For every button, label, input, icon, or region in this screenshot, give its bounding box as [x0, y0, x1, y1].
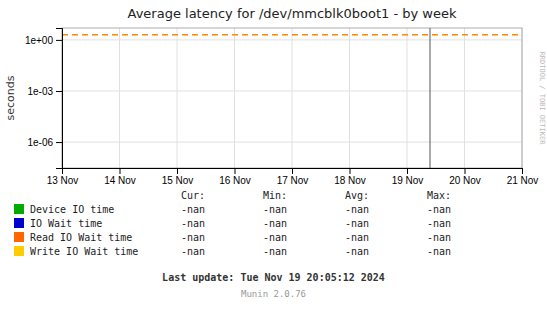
legend-label: IO Wait time — [30, 218, 102, 229]
x-tick-mark — [522, 168, 523, 174]
y-tick: 1e-03 — [27, 86, 62, 97]
x-tick-label: 13 Nov — [47, 175, 79, 186]
x-tick: 19 Nov — [392, 168, 424, 186]
x-tick-mark — [292, 168, 293, 174]
chart: 13 Nov 14 Nov 15 Nov 16 Nov 17 Nov 18 Nov 19 N… — [0, 0, 547, 311]
legend-column-header: Cur: — [181, 190, 205, 201]
x-tick: 18 Nov — [334, 168, 366, 186]
watermark: RRDTOOL / TOBI OETIKER — [538, 52, 546, 146]
x-grid-line — [177, 28, 178, 168]
legend-value: -nan — [181, 218, 205, 229]
x-tick-mark — [407, 168, 408, 174]
legend-column-header: Min: — [263, 190, 287, 201]
x-tick-label: 19 Nov — [392, 175, 424, 186]
legend-label: Device IO time — [30, 204, 114, 215]
legend-value: -nan — [181, 232, 205, 243]
x-tick-label: 15 Nov — [162, 175, 194, 186]
legend-swatch — [14, 246, 24, 256]
y-tick-label: 1e-06 — [27, 137, 53, 148]
y-axis-line — [56, 29, 63, 169]
legend: Cur: Min: Avg: Max: Device IO time -nan -nan -n… — [14, 190, 451, 257]
x-tick: 16 Nov — [219, 168, 251, 186]
legend-label: Write IO Wait time — [30, 246, 138, 257]
footer-text: Last update: Tue Nov 19 20:05:12 2024 — [162, 272, 385, 283]
x-tick: 20 Nov — [449, 168, 481, 186]
x-tick-label: 17 Nov — [277, 175, 309, 186]
x-tick: 17 Nov — [277, 168, 309, 186]
x-tick-mark — [177, 168, 178, 174]
y-tick-mark — [56, 40, 62, 41]
y-tick-label: 1e+00 — [25, 35, 54, 46]
plot-marks — [62, 28, 522, 168]
x-grid-line — [464, 28, 465, 168]
legend-column-header: Max: — [427, 190, 451, 201]
x-axis-line — [63, 169, 523, 175]
legend-value: -nan — [427, 218, 451, 229]
y-tick-mark — [56, 91, 62, 92]
x-tick: 14 Nov — [104, 168, 136, 186]
x-tick-mark — [235, 168, 236, 174]
legend-column-header: Avg: — [345, 190, 369, 201]
legend-value: -nan — [263, 246, 287, 257]
legend-value: -nan — [263, 218, 287, 229]
legend-value: -nan — [427, 232, 451, 243]
x-tick-mark — [350, 168, 351, 174]
legend-label: Read IO Wait time — [30, 232, 132, 243]
x-axis: 13 Nov 14 Nov 15 Nov 16 Nov 17 Nov 18 Nov 19 N… — [47, 168, 539, 186]
x-tick: 13 Nov — [47, 168, 79, 186]
legend-value: -nan — [181, 204, 205, 215]
legend-value: -nan — [263, 204, 287, 215]
legend-value: -nan — [427, 246, 451, 257]
legend-swatch — [14, 218, 24, 228]
x-grid-line — [407, 28, 408, 168]
x-grid-line — [119, 28, 120, 168]
x-grid-line — [349, 28, 350, 168]
legend-value: -nan — [181, 246, 205, 257]
x-tick-label: 21 Nov — [507, 175, 539, 186]
legend-value: -nan — [427, 204, 451, 215]
x-grid-line — [292, 28, 293, 168]
legend-value: -nan — [345, 246, 369, 257]
x-tick-mark — [465, 168, 466, 174]
reference-vline — [430, 28, 431, 168]
grid — [62, 28, 522, 168]
x-tick-mark — [120, 168, 121, 174]
legend-value: -nan — [345, 218, 369, 229]
legend-swatch — [14, 204, 24, 214]
footer-text: Munin 2.0.76 — [241, 289, 306, 299]
legend-value: -nan — [263, 232, 287, 243]
x-tick-label: 16 Nov — [219, 175, 251, 186]
title: Average latency for /dev/mmcblk0boot1 - … — [128, 6, 457, 21]
y-tick: 1e-06 — [27, 137, 62, 148]
y-axis: 1e-06 1e-03 1e+00 — [25, 29, 63, 169]
x-tick-label: 14 Nov — [104, 175, 136, 186]
y-tick-mark — [56, 142, 62, 143]
reference-hline — [62, 34, 522, 36]
x-tick-label: 20 Nov — [449, 175, 481, 186]
y-tick: 1e+00 — [25, 35, 62, 46]
y-tick-label: 1e-03 — [27, 86, 53, 97]
x-tick: 15 Nov — [162, 168, 194, 186]
x-grid-line — [234, 28, 235, 168]
legend-value: -nan — [345, 204, 369, 215]
x-tick-label: 18 Nov — [334, 175, 366, 186]
y-axis-label: seconds — [4, 75, 17, 120]
x-tick: 21 Nov — [507, 168, 539, 186]
legend-swatch — [14, 232, 24, 242]
plot-frame — [62, 28, 522, 168]
legend-value: -nan — [345, 232, 369, 243]
